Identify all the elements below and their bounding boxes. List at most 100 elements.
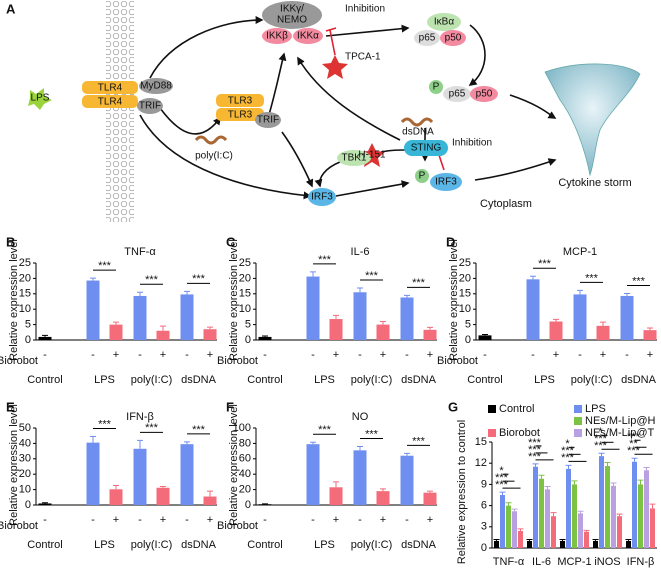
bar <box>39 337 52 340</box>
node-label: IKKβ <box>266 31 288 42</box>
bar <box>134 449 147 505</box>
error-bar <box>160 487 166 488</box>
bar <box>494 541 499 548</box>
group-label: dsDNA <box>401 374 437 386</box>
error-bar <box>357 288 363 292</box>
error-bar <box>593 540 599 541</box>
significance-label: *** <box>365 270 379 282</box>
bar <box>605 466 610 548</box>
error-bar <box>530 276 536 279</box>
group-label: Control <box>247 374 282 386</box>
bar <box>550 322 563 340</box>
bar <box>518 531 523 548</box>
bar <box>533 467 538 548</box>
bar <box>593 541 598 548</box>
y-tick-label: 9 <box>481 478 487 490</box>
bar <box>424 493 437 505</box>
tornado <box>545 64 640 175</box>
error-bar <box>404 453 410 455</box>
node-label: Cytoplasm <box>480 198 532 210</box>
error-bar <box>310 442 316 444</box>
bar <box>401 456 414 505</box>
treatment-label: Biorobot <box>0 520 38 532</box>
y-axis-label: Relative expression level <box>8 404 20 526</box>
y-tick-label: 50 <box>19 422 31 434</box>
node-label: p65 <box>449 89 466 100</box>
group-label: Control <box>27 539 62 551</box>
bar <box>545 489 550 548</box>
x-tick-label: MCP-1 <box>557 556 591 568</box>
bar <box>638 484 643 548</box>
error-bar <box>404 295 410 297</box>
significance-label: *** <box>318 424 332 436</box>
group-label: Control <box>247 539 282 551</box>
legend-label: Control <box>499 403 534 415</box>
treatment-sign: + <box>113 349 119 361</box>
error-bar <box>512 509 518 511</box>
bar <box>479 335 492 340</box>
legend-swatch <box>488 429 496 437</box>
node-label: P <box>419 171 426 182</box>
error-bar <box>207 491 213 496</box>
significance-label: * <box>499 465 504 477</box>
group-label: poly(I:C) <box>351 539 393 551</box>
node-label: STING <box>411 143 442 154</box>
treatment-sign: + <box>427 514 433 526</box>
arrow <box>150 20 262 78</box>
error-bar <box>578 511 584 513</box>
significance-label: *** <box>627 431 641 443</box>
y-tick-label: 20 <box>19 272 31 284</box>
bar <box>424 330 437 340</box>
error-bar <box>605 462 611 466</box>
node-label: p50 <box>476 89 493 100</box>
panel-a: A <box>6 0 640 222</box>
error-bar <box>527 540 533 541</box>
error-bar <box>184 291 190 294</box>
error-bar <box>207 327 213 329</box>
group-label: dsDNA <box>621 374 657 386</box>
x-tick-label: iNOS <box>594 556 620 568</box>
group-label: LPS <box>534 374 555 386</box>
node-label: TLR3 <box>228 96 253 107</box>
group-label: dsDNA <box>181 539 217 551</box>
bar <box>157 331 170 340</box>
x-tick-label: IFN-β <box>627 556 655 568</box>
node-label: p65 <box>419 33 436 44</box>
group-label: Control <box>467 374 502 386</box>
error-bar <box>539 475 545 479</box>
y-tick-label: 20 <box>459 272 471 284</box>
error-bar <box>333 315 339 319</box>
error-bar <box>357 446 363 450</box>
bar <box>401 297 414 340</box>
treatment-sign: + <box>160 514 166 526</box>
y-tick-label: 25 <box>19 257 31 269</box>
rna-icon <box>196 137 226 143</box>
treatment-sign: - <box>578 349 582 361</box>
bar <box>354 450 367 505</box>
group-label: poly(I:C) <box>351 374 393 386</box>
treatment-sign: - <box>185 514 189 526</box>
error-bar <box>566 465 572 469</box>
node-label: TLR4 <box>98 97 123 108</box>
bar <box>377 491 390 505</box>
significance-label: *** <box>632 275 646 287</box>
arrow <box>298 58 400 140</box>
error-bar <box>624 293 630 295</box>
error-bar <box>632 458 638 462</box>
y-tick-label: 15 <box>239 288 251 300</box>
significance-label: *** <box>98 418 112 430</box>
error-bar <box>626 540 632 541</box>
group-label: poly(I:C) <box>131 539 173 551</box>
group-label: poly(I:C) <box>571 374 613 386</box>
node-label: MyD88 <box>140 81 172 92</box>
bar <box>87 281 100 340</box>
y-tick-label: 10 <box>459 303 471 315</box>
group-label: dsDNA <box>401 539 437 551</box>
treatment-sign: - <box>405 349 409 361</box>
y-tick-label: 20 <box>19 468 31 480</box>
treatment-sign: + <box>333 349 339 361</box>
error-bar <box>545 487 551 490</box>
arrow <box>160 108 220 134</box>
error-bar <box>90 436 96 442</box>
bar <box>551 516 556 548</box>
